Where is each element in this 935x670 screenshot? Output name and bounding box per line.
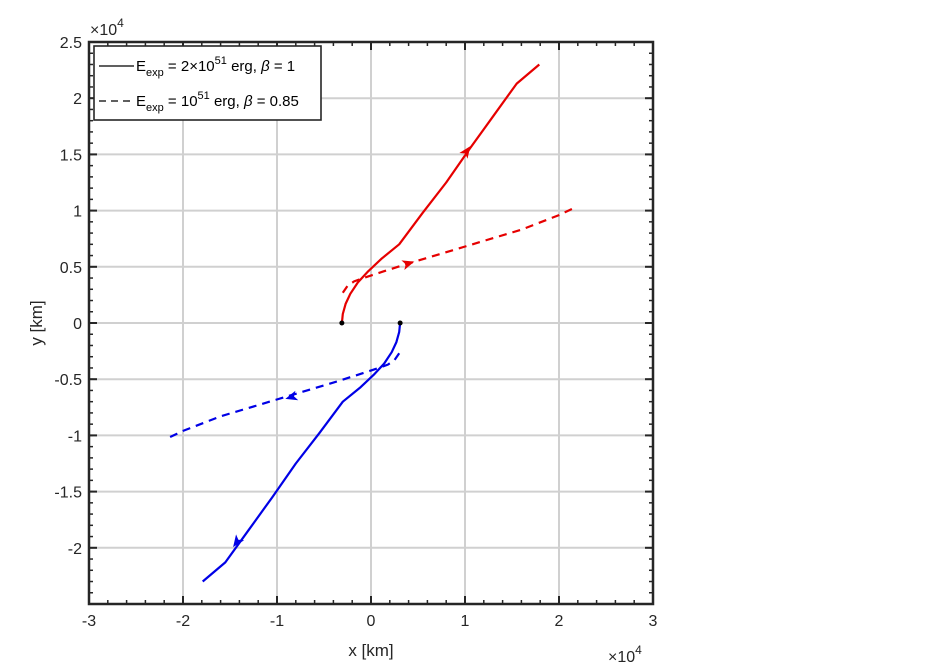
y-tick-label: 0: [73, 316, 82, 333]
x-exponent-label: ×104: [608, 643, 642, 666]
axes-frame: [87, 40, 655, 606]
series-arrow-red-dashed: [401, 260, 415, 270]
start-point: [339, 320, 345, 326]
y-tick-label: 1.5: [60, 147, 82, 164]
x-tick-label: 0: [367, 613, 376, 630]
y-tick-label: 1: [73, 204, 82, 221]
legend-box: [93, 45, 322, 121]
start-point: [397, 320, 403, 326]
series-red-solid: [340, 63, 541, 324]
grid-lines: [89, 42, 653, 604]
legend-entry-dashed: Eexp = 1051 erg, β = 0.85: [136, 90, 299, 114]
y-tick-label: 0.5: [60, 260, 82, 277]
x-tick-label: 3: [649, 613, 658, 630]
series-red-dashed: [341, 207, 574, 294]
series-arrow-blue-dashed: [285, 390, 299, 401]
y-tick-label: -1: [68, 428, 82, 445]
start-points: [339, 320, 403, 326]
y-tick-label: 2: [73, 91, 82, 108]
x-axis-label: x [km]: [348, 641, 393, 660]
series-blue-solid: [201, 322, 402, 583]
y-axis-label: y [km]: [27, 300, 46, 345]
y-tick-label: -1.5: [54, 485, 82, 502]
series-arrow-blue-solid: [233, 534, 245, 548]
y-tick-label: 2.5: [60, 35, 82, 52]
trajectory-series: [168, 63, 574, 583]
series-arrow-red-solid: [459, 146, 471, 159]
y-tick-label: -2: [68, 541, 82, 558]
series-blue-dashed: [168, 352, 401, 439]
x-tick-label: -2: [176, 613, 190, 630]
y-exponent-label: ×104: [90, 16, 124, 39]
x-tick-label: -3: [82, 613, 96, 630]
x-tick-label: 1: [461, 613, 470, 630]
legend-entry-solid: Eexp = 2×1051 erg, β = 1: [136, 55, 295, 79]
y-tick-label: -0.5: [54, 372, 82, 389]
x-tick-label: 2: [555, 613, 564, 630]
legend: Eexp = 2×1051 erg, β = 1 Eexp = 1051 erg…: [93, 45, 322, 121]
tick-labels: -3 -2 -1 0 1 2 3 -2 -1.5 -1 -0.5 0 0.5 1 1.5 2 2.5: [54, 35, 657, 630]
x-tick-label: -1: [270, 613, 284, 630]
